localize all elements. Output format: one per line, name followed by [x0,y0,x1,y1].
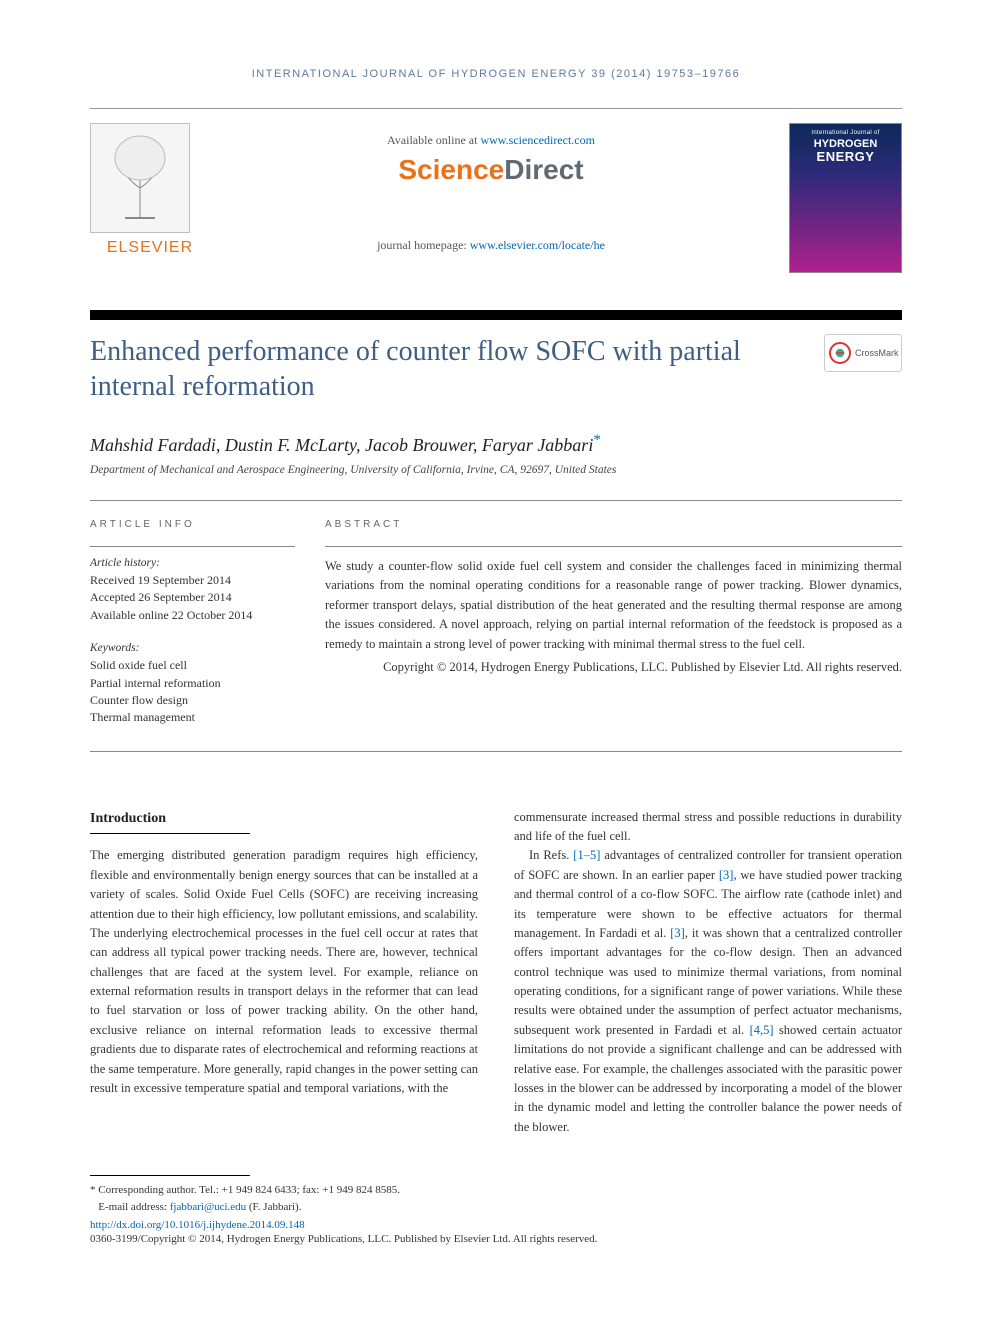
abstract-block: ABSTRACT We study a counter-flow solid o… [325,519,902,727]
ref-link[interactable]: [3] [719,868,734,882]
journal-home-link[interactable]: www.elsevier.com/locate/he [470,238,605,252]
cover-small-text: International Journal of [811,130,879,136]
email-who: (F. Jabbari). [246,1201,301,1213]
history-label: Article history: [90,557,295,569]
email-label: E-mail address: [98,1201,169,1213]
article-info-row: ARTICLE INFO Article history: Received 1… [90,519,902,727]
header-block: ELSEVIER Available online at www.science… [90,123,902,298]
black-divider-bar [90,310,902,320]
cover-energy-text: ENERGY [817,150,875,163]
info-top-rule [90,500,902,501]
ref-link[interactable]: [3] [670,926,685,940]
ref-link[interactable]: [1–5] [573,848,600,862]
abstract-head: ABSTRACT [325,519,902,530]
elsevier-tree-icon [90,123,190,233]
text-run: showed certain actuator limitations do n… [514,1023,902,1134]
footnote-rule [90,1175,250,1176]
sd-orange-text: Science [398,154,504,185]
abstract-text: We study a counter-flow solid oxide fuel… [325,557,902,654]
journal-cover: International Journal of HYDROGEN ENERGY [789,123,902,273]
section-rule [90,833,250,834]
article-info-head: ARTICLE INFO [90,519,295,530]
body-paragraph: The emerging distributed generation para… [90,846,478,1098]
bottom-copyright: 0360-3199/Copyright © 2014, Hydrogen Ene… [90,1233,902,1245]
sciencedirect-link[interactable]: www.sciencedirect.com [480,133,595,147]
body-paragraph: commensurate increased thermal stress an… [514,808,902,847]
affiliation: Department of Mechanical and Aerospace E… [90,464,902,476]
info-bottom-rule [90,751,902,752]
doi-line: http://dx.doi.org/10.1016/j.ijhydene.201… [90,1219,902,1231]
running-head: INTERNATIONAL JOURNAL OF HYDROGEN ENERGY… [90,68,902,80]
sd-grey-text: Direct [504,154,583,185]
crossmark-icon [829,342,851,364]
corresponding-footnote: * Corresponding author. Tel.: +1 949 824… [90,1182,902,1199]
elsevier-logo: ELSEVIER [90,123,210,257]
top-rule [90,108,902,109]
journal-homepage-line: journal homepage: www.elsevier.com/locat… [220,238,762,253]
keyword-item: Solid oxide fuel cell [90,657,295,674]
corresponding-author-mark: * [593,432,601,448]
abstract-copyright: Copyright © 2014, Hydrogen Energy Public… [325,658,902,677]
email-link[interactable]: fjabbari@uci.edu [170,1201,246,1213]
abstract-rule [325,546,902,547]
elsevier-wordmark: ELSEVIER [90,239,210,257]
received-line: Received 19 September 2014 [90,572,295,589]
authors-names: Mahshid Fardadi, Dustin F. McLarty, Jaco… [90,435,593,455]
info-left-rule [90,546,295,547]
online-line: Available online 22 October 2014 [90,607,295,624]
text-run: In Refs. [529,848,573,862]
body-columns: Introduction The emerging distributed ge… [90,808,902,1137]
keyword-item: Partial internal reformation [90,675,295,692]
keywords-label: Keywords: [90,642,295,654]
body-col-left: Introduction The emerging distributed ge… [90,808,478,1137]
journal-home-prefix: journal homepage: [377,238,470,252]
email-footnote: E-mail address: fjabbari@uci.edu (F. Jab… [90,1199,902,1216]
text-run: , it was shown that a centralized contro… [514,926,902,1037]
doi-link[interactable]: http://dx.doi.org/10.1016/j.ijhydene.201… [90,1219,305,1231]
accepted-line: Accepted 26 September 2014 [90,589,295,606]
authors-line: Mahshid Fardadi, Dustin F. McLarty, Jaco… [90,432,902,456]
article-title: Enhanced performance of counter flow SOF… [90,334,824,404]
article-info-left: ARTICLE INFO Article history: Received 1… [90,519,325,727]
header-center: Available online at www.sciencedirect.co… [220,123,762,253]
sciencedirect-brand: ScienceDirect [220,154,762,186]
available-prefix: Available online at [387,133,480,147]
available-online-line: Available online at www.sciencedirect.co… [220,133,762,148]
keyword-item: Thermal management [90,709,295,726]
crossmark-badge[interactable]: CrossMark [824,334,902,372]
title-row: Enhanced performance of counter flow SOF… [90,334,902,404]
ref-link[interactable]: [4,5] [750,1023,774,1037]
section-head-introduction: Introduction [90,808,478,830]
body-paragraph: In Refs. [1–5] advantages of centralized… [514,846,902,1137]
crossmark-label: CrossMark [855,348,899,358]
body-col-right: commensurate increased thermal stress an… [514,808,902,1137]
keyword-item: Counter flow design [90,692,295,709]
